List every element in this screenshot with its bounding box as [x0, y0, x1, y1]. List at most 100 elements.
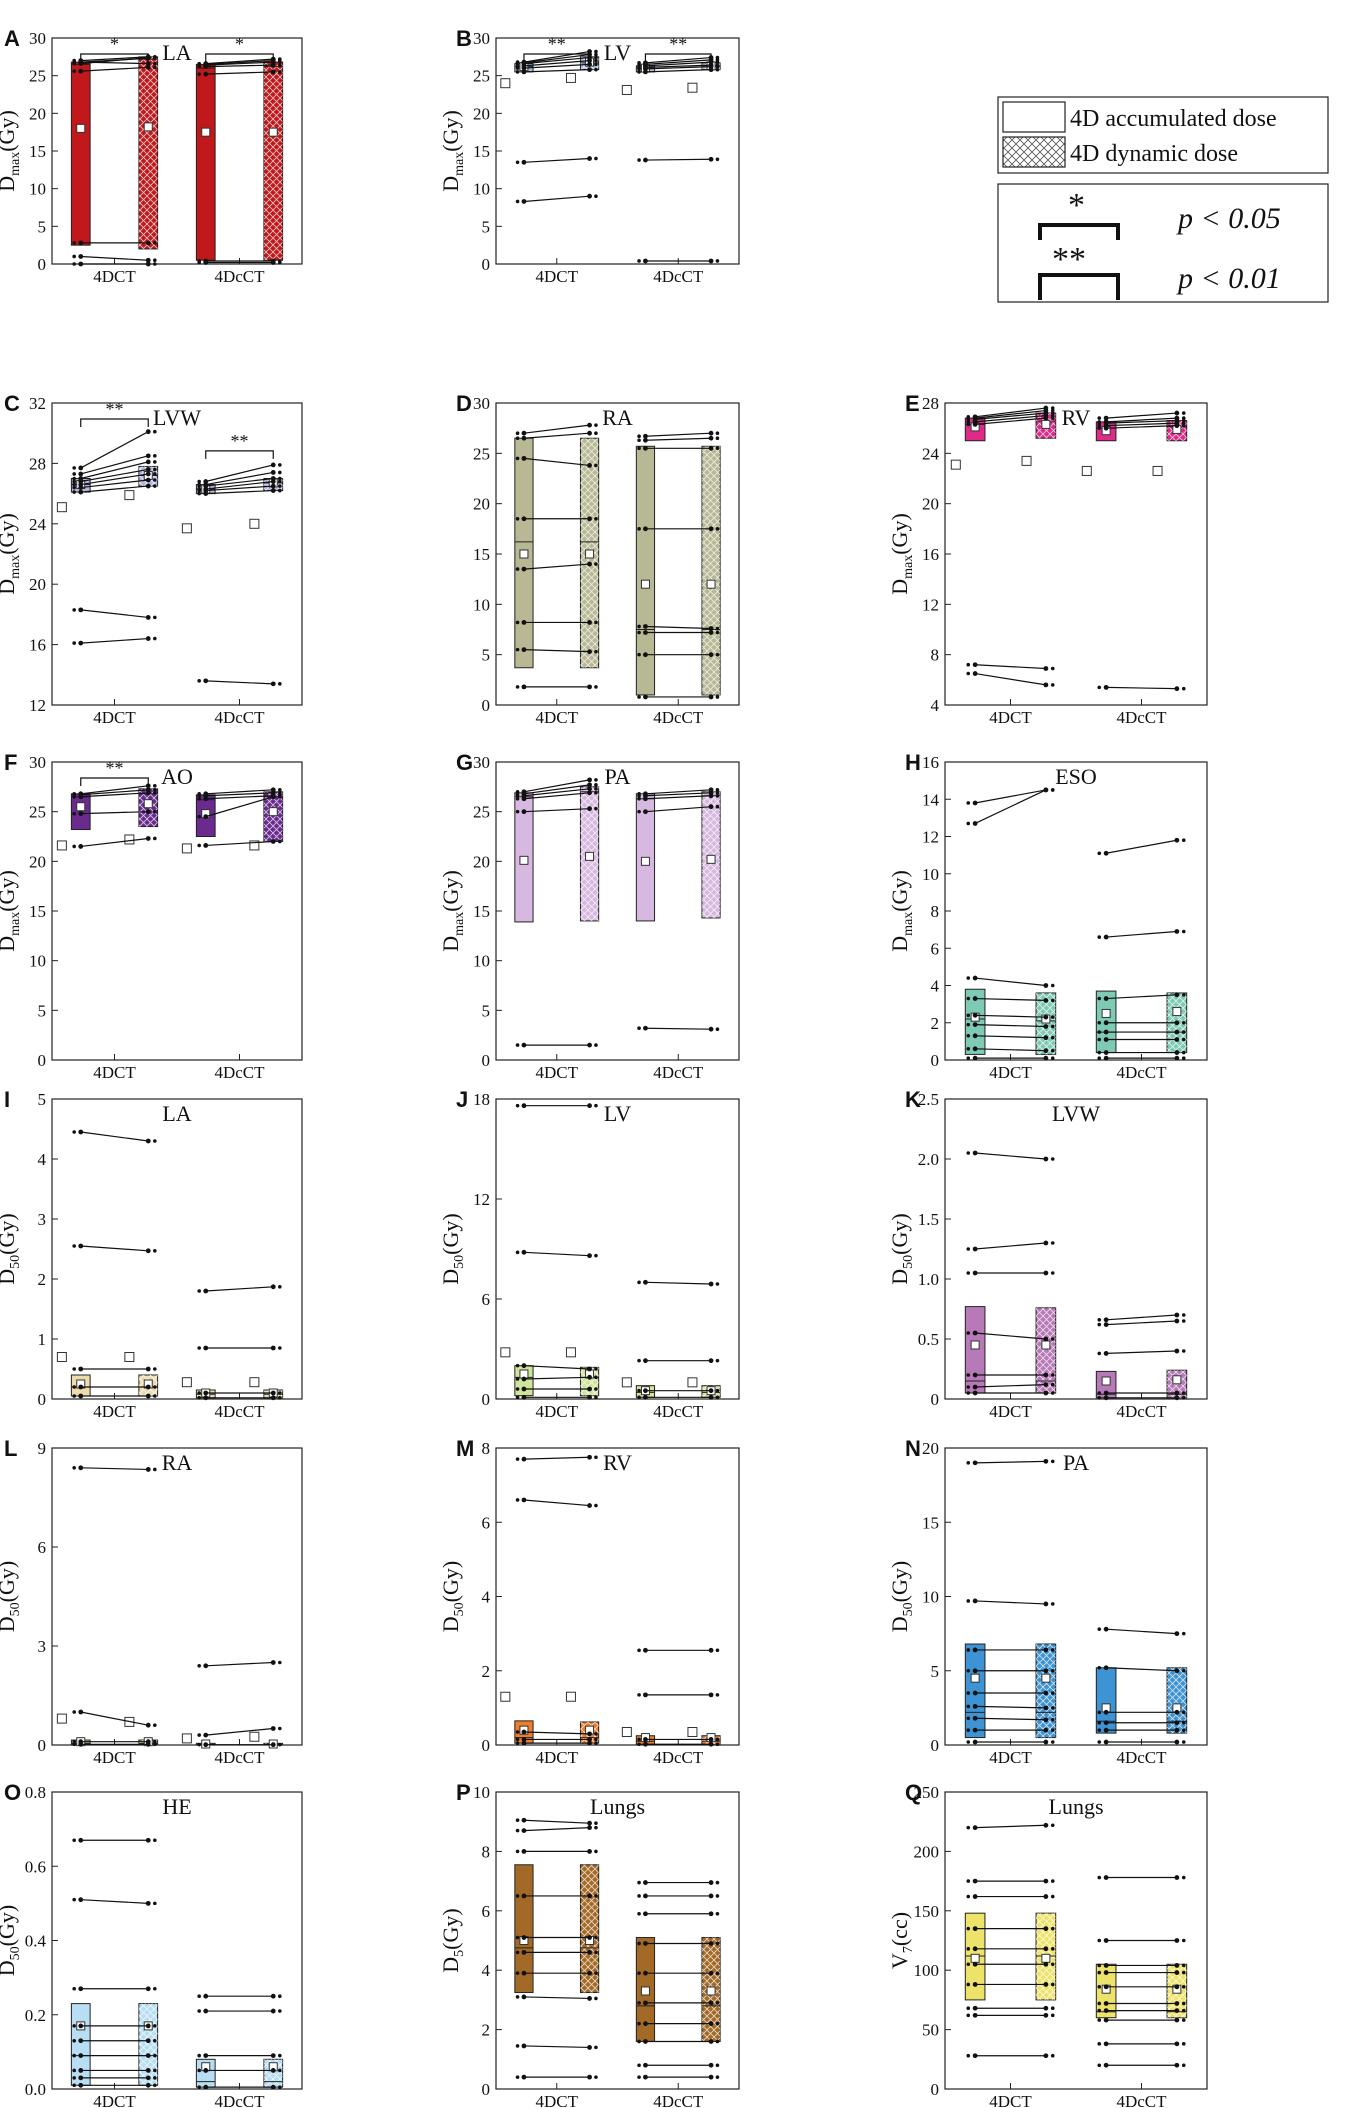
data-point	[587, 1949, 592, 1955]
y-tick-label: 20	[922, 1439, 939, 1458]
data-point	[145, 453, 151, 459]
panel-K: K LVW 0 0.5 1.0 1.5 2.0 2.5 D50(Gy) 4DCT 4DcCT	[887, 1087, 1208, 1421]
data-point	[1103, 1727, 1109, 1733]
data-point	[643, 258, 648, 264]
data-point	[637, 1941, 641, 1946]
data-point	[521, 1729, 527, 1735]
data-point	[1050, 1823, 1055, 1828]
data-point	[1050, 1728, 1055, 1732]
data-point	[966, 1704, 971, 1709]
data-point	[270, 483, 276, 489]
paired-line	[975, 1048, 1046, 1052]
data-point	[203, 843, 209, 848]
data-point	[1050, 1382, 1055, 1387]
panel-letter: O	[4, 1780, 21, 1805]
data-point	[643, 1025, 648, 1031]
data-point	[515, 1387, 520, 1391]
data-point	[966, 1926, 971, 1931]
data-point	[521, 647, 527, 653]
data-point	[270, 1284, 276, 1290]
data-point	[637, 695, 641, 699]
data-point	[72, 466, 76, 470]
data-point	[1050, 1926, 1055, 1931]
data-point	[278, 2053, 282, 2058]
data-point	[153, 1723, 157, 1727]
data-point	[145, 2068, 151, 2073]
data-point	[515, 1818, 520, 1823]
panel-title: LA	[162, 40, 191, 65]
data-point	[594, 1367, 598, 1371]
data-point	[72, 1394, 76, 1398]
data-point	[521, 1935, 527, 1940]
data-point	[966, 1740, 971, 1744]
box-mean-marker	[970, 1340, 980, 1350]
paired-line	[1106, 1628, 1177, 1635]
data-point	[1050, 1602, 1055, 1606]
paired-line	[80, 255, 149, 261]
paired-line	[80, 479, 149, 489]
data-point	[515, 1828, 520, 1833]
data-point	[78, 811, 84, 817]
data-point	[203, 791, 209, 797]
data-point	[78, 2068, 84, 2073]
data-point	[708, 694, 714, 700]
data-point	[1174, 992, 1180, 998]
paired-line	[80, 473, 149, 486]
data-point	[515, 431, 520, 436]
data-point	[1174, 837, 1180, 843]
data-point	[1097, 420, 1102, 424]
box-mean-marker	[76, 802, 86, 812]
data-point	[972, 1668, 978, 1674]
data-point	[966, 1825, 971, 1830]
data-point	[153, 784, 157, 788]
data-point	[972, 1715, 978, 1721]
data-point	[708, 1647, 714, 1653]
data-point	[1043, 1048, 1049, 1054]
data-point	[197, 796, 201, 801]
paired-line	[523, 1996, 590, 2000]
data-point	[72, 479, 76, 484]
data-point	[594, 1950, 598, 1955]
data-point	[521, 1949, 527, 1955]
paired-line	[1106, 1350, 1177, 1354]
paired-line	[645, 806, 712, 813]
data-point	[515, 1103, 520, 1108]
data-point	[637, 434, 641, 439]
data-point	[1174, 1875, 1180, 1880]
data-point	[1050, 1982, 1055, 1987]
data-point	[278, 488, 282, 493]
data-point	[1043, 1035, 1049, 1041]
data-point	[637, 1742, 641, 1747]
data-point	[521, 455, 527, 461]
box-hatch	[138, 2003, 158, 2086]
data-point	[594, 58, 598, 63]
data-point	[145, 471, 151, 477]
y-tick-label: 28	[922, 394, 939, 413]
y-tick-label: 9	[38, 1439, 47, 1458]
data-point	[1097, 1970, 1102, 1975]
data-point	[145, 615, 151, 620]
y-tick-label: 25	[29, 803, 46, 822]
data-point	[197, 491, 201, 496]
y-tick-label: 20	[29, 575, 46, 594]
outlier-marker	[565, 1691, 576, 1702]
outlier-marker	[500, 1347, 511, 1358]
data-point	[1043, 1926, 1049, 1932]
paired-line	[80, 485, 149, 493]
data-point	[153, 1739, 157, 1744]
data-point	[78, 1837, 84, 1843]
y-tick-label: 30	[29, 753, 46, 772]
paired-line	[523, 1819, 590, 1824]
data-point	[1103, 419, 1109, 425]
data-point	[587, 430, 592, 436]
box-hatch	[1167, 1667, 1187, 1734]
data-point	[145, 1393, 151, 1399]
outlier-marker	[950, 459, 961, 470]
data-point	[78, 261, 84, 267]
data-point	[145, 257, 151, 263]
data-point	[78, 476, 84, 481]
data-point	[587, 790, 592, 796]
paired-line	[975, 1242, 1046, 1250]
y-tick-label: 30	[473, 394, 490, 413]
legend-sig2-star: **	[1052, 241, 1086, 278]
